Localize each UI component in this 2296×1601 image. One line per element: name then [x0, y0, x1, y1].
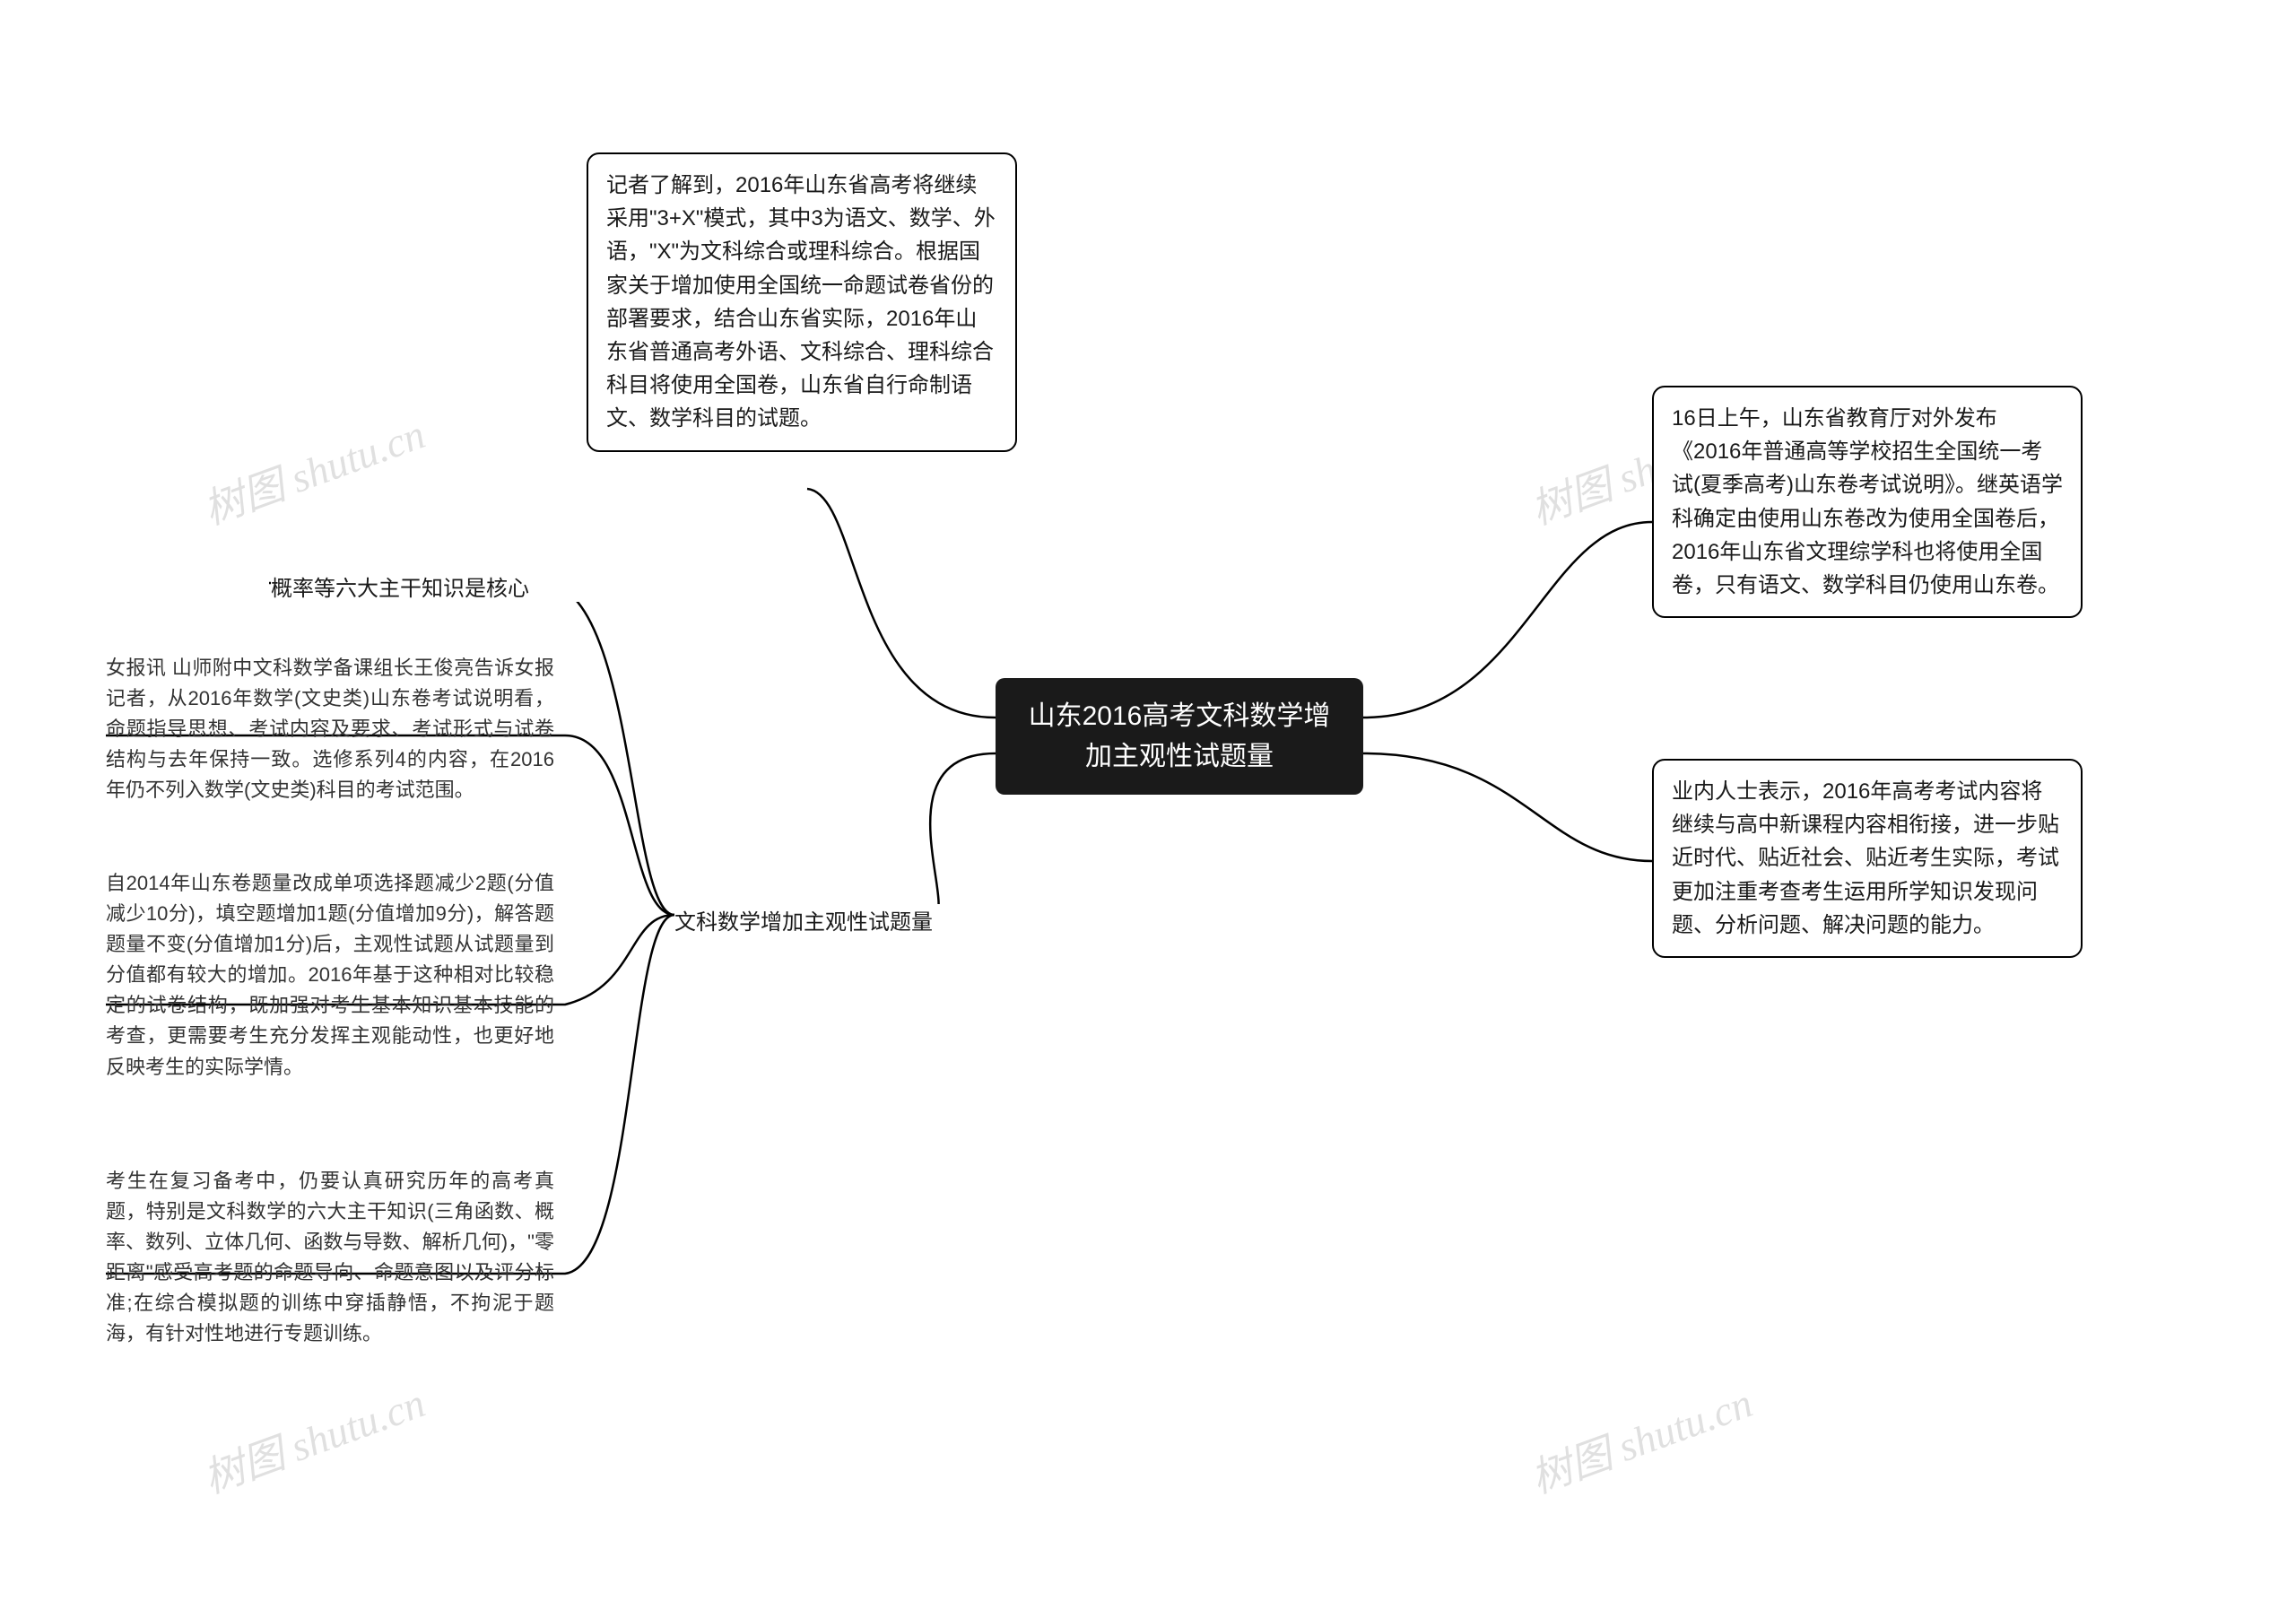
leaf3-text: 自2014年山东卷题量改成单项选择题减少2题(分值减少10分)，填空题增加1题(… [106, 872, 554, 1078]
node-right-bottom-text: 业内人士表示，2016年高考考试内容将继续与高中新课程内容相衔接，进一步贴近时代… [1672, 779, 2059, 937]
leaf2-text: 女报讯 山师附中文科数学备课组长王俊亮告诉女报记者，从2016年数学(文史类)山… [106, 657, 554, 801]
connection-path [807, 489, 996, 718]
connection-path [1363, 522, 1652, 718]
sub-branch-label: 文科数学增加主观性试题量 [674, 904, 979, 935]
leaf1-text: 概率等六大主干知识是核心 [271, 577, 529, 601]
connection-path [1363, 753, 1652, 861]
leaf-reporter-info: 女报讯 山师附中文科数学备课组长王俊亮告诉女报记者，从2016年数学(文史类)山… [106, 653, 554, 805]
connection-path [674, 753, 996, 915]
leaf-2014-changes: 自2014年山东卷题量改成单项选择题减少2题(分值减少10分)，填空题增加1题(… [106, 868, 554, 1083]
leaf-study-advice: 考生在复习备考中，仍要认真研究历年的高考真题，特别是文科数学的六大主干知识(三角… [106, 1166, 554, 1350]
leaf4-text: 考生在复习备考中，仍要认真研究历年的高考真题，特别是文科数学的六大主干知识(三角… [106, 1170, 554, 1344]
central-title: 山东2016高考文科数学增加主观性试题量 [1029, 701, 1331, 771]
node-right-bottom: 业内人士表示，2016年高考考试内容将继续与高中新课程内容相衔接，进一步贴近时代… [1652, 759, 2083, 958]
sub-branch-text: 文科数学增加主观性试题量 [674, 910, 933, 935]
node-right-top: 16日上午，山东省教育厅对外发布《2016年普通高等学校招生全国统一考试(夏季高… [1652, 386, 2083, 618]
node-top-left-text: 记者了解到，2016年山东省高考将继续采用"3+X"模式，其中3为语文、数学、外… [606, 173, 996, 431]
leaf-core-knowledge: 概率等六大主干知识是核心 [271, 570, 630, 602]
node-top-left: 记者了解到，2016年山东省高考将继续采用"3+X"模式，其中3为语文、数学、外… [587, 152, 1017, 452]
node-right-top-text: 16日上午，山东省教育厅对外发布《2016年普通高等学校招生全国统一考试(夏季高… [1672, 406, 2063, 597]
central-node: 山东2016高考文科数学增加主观性试题量 [996, 678, 1363, 795]
